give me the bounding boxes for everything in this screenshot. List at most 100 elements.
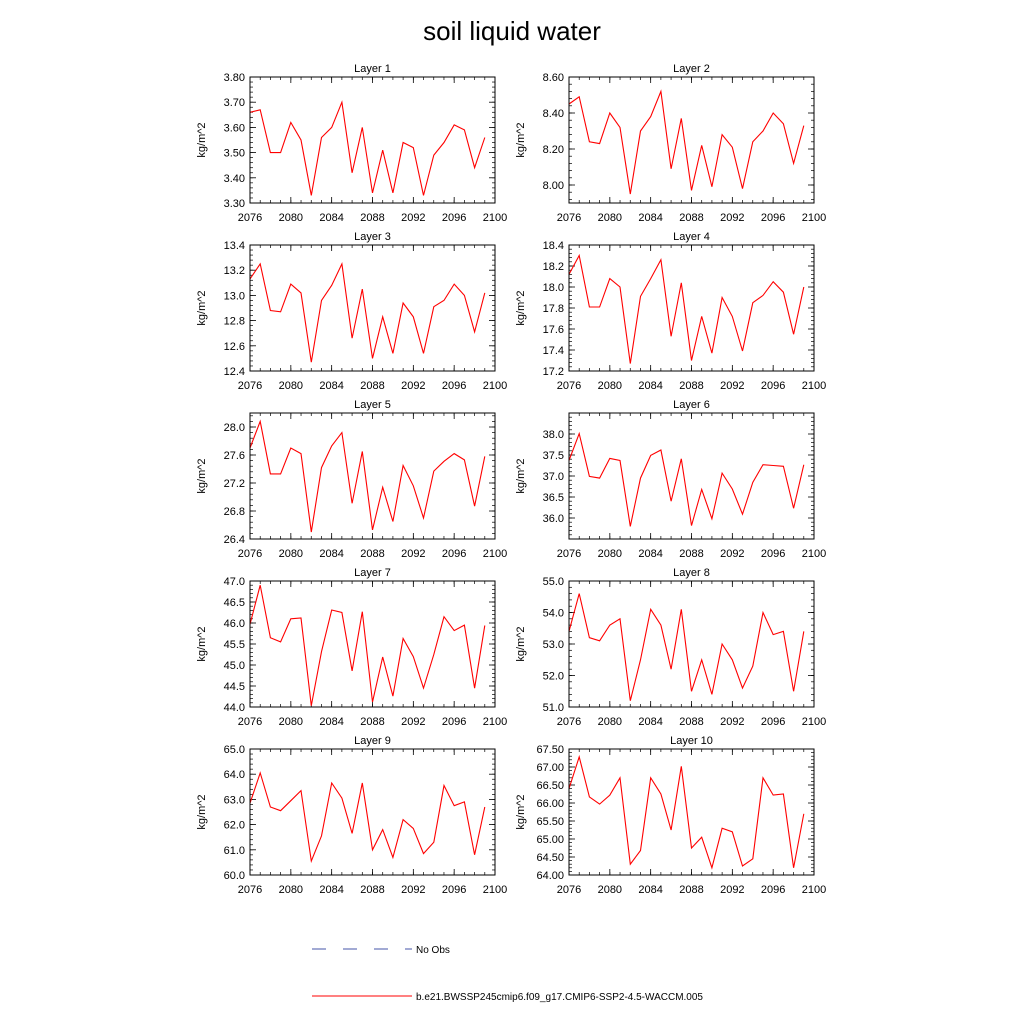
series-line (249, 262, 486, 363)
x-tick-label: 2100 (802, 380, 826, 392)
series-line (249, 771, 486, 864)
panels: Layer 1 kg/m^2 2076 2080 2084 2088 2092 2096 210… (196, 63, 826, 896)
y-tick-label: 18.4 (543, 240, 564, 252)
plot-frame (249, 244, 496, 372)
panel-layer-2: Layer 2 kg/m^2 2076 2080 2084 2088 2092 2096 210… (515, 63, 826, 224)
y-tick-label: 26.4 (224, 534, 245, 546)
y-tick-label: 3.30 (224, 198, 245, 210)
y-tick-label: 12.6 (224, 341, 245, 353)
y-tick-label: 28.0 (224, 422, 245, 434)
y-tick-label: 65.50 (536, 816, 564, 828)
x-tick-label: 2080 (279, 716, 303, 728)
plot-frame (568, 580, 815, 708)
x-tick-label: 2084 (638, 212, 662, 224)
panel-layer-8: Layer 8 kg/m^2 2076 2080 2084 2088 2092 2096 210… (515, 567, 826, 728)
x-tick-label: 2100 (483, 716, 507, 728)
panel-layer-7: Layer 7 kg/m^2 2076 2080 2084 2088 2092 2096 210… (196, 567, 507, 728)
y-tick-label: 3.70 (224, 97, 245, 109)
y-tick-label: 27.6 (224, 450, 245, 462)
x-tick-label: 2088 (679, 548, 703, 560)
panel-title: Layer 5 (354, 399, 391, 411)
x-tick-label: 2076 (238, 380, 262, 392)
x-tick-label: 2096 (761, 884, 785, 896)
y-tick-label: 60.0 (224, 870, 245, 882)
x-tick-label: 2076 (557, 380, 581, 392)
series-line (568, 593, 805, 701)
x-tick-label: 2100 (483, 548, 507, 560)
y-tick-label: 64.00 (536, 870, 564, 882)
x-tick-label: 2076 (557, 212, 581, 224)
y-axis-label: kg/m^2 (515, 626, 527, 661)
plot-frame (249, 412, 496, 540)
series-line (568, 89, 805, 195)
y-tick-label: 45.5 (224, 639, 245, 651)
x-tick-label: 2084 (319, 212, 343, 224)
y-tick-label: 47.0 (224, 576, 245, 588)
y-tick-label: 3.60 (224, 122, 245, 134)
y-tick-label: 13.4 (224, 240, 245, 252)
y-tick-label: 55.0 (543, 576, 564, 588)
plot-frame (249, 748, 496, 876)
x-tick-label: 2096 (761, 380, 785, 392)
x-tick-label: 2096 (761, 212, 785, 224)
y-tick-label: 66.00 (536, 798, 564, 810)
x-tick-label: 2084 (319, 716, 343, 728)
x-tick-label: 2080 (279, 548, 303, 560)
x-tick-label: 2076 (238, 716, 262, 728)
series-line (249, 100, 486, 196)
x-tick-label: 2088 (360, 380, 384, 392)
panel-title: Layer 6 (673, 399, 710, 411)
x-tick-label: 2096 (442, 884, 466, 896)
y-tick-label: 51.0 (543, 702, 564, 714)
y-axis-label: kg/m^2 (196, 794, 208, 829)
x-tick-label: 2096 (442, 716, 466, 728)
x-tick-label: 2100 (802, 212, 826, 224)
panel-title: Layer 3 (354, 231, 391, 243)
x-tick-label: 2092 (401, 212, 425, 224)
series-line (568, 754, 805, 870)
x-tick-label: 2076 (238, 548, 262, 560)
y-tick-label: 17.4 (543, 345, 564, 357)
x-tick-label: 2080 (279, 884, 303, 896)
x-tick-label: 2080 (598, 716, 622, 728)
x-tick-label: 2076 (557, 884, 581, 896)
x-tick-label: 2080 (598, 212, 622, 224)
y-tick-label: 53.0 (543, 639, 564, 651)
y-tick-label: 44.5 (224, 681, 245, 693)
y-tick-label: 45.0 (224, 660, 245, 672)
x-tick-label: 2080 (279, 380, 303, 392)
y-tick-label: 12.4 (224, 366, 245, 378)
y-tick-label: 8.00 (543, 180, 564, 192)
y-axis-label: kg/m^2 (196, 122, 208, 157)
y-tick-label: 36.5 (543, 492, 564, 504)
x-tick-label: 2080 (598, 884, 622, 896)
y-tick-label: 61.0 (224, 845, 245, 857)
y-tick-label: 64.0 (224, 769, 245, 781)
plot-frame (568, 76, 815, 204)
y-tick-label: 37.5 (543, 450, 564, 462)
y-tick-label: 37.0 (543, 471, 564, 483)
x-tick-label: 2084 (638, 884, 662, 896)
x-tick-label: 2092 (401, 716, 425, 728)
y-axis-label: kg/m^2 (515, 122, 527, 157)
x-tick-label: 2088 (360, 212, 384, 224)
x-tick-label: 2084 (638, 548, 662, 560)
y-axis-label: kg/m^2 (196, 290, 208, 325)
panel-layer-5: Layer 5 kg/m^2 2076 2080 2084 2088 2092 2096 210… (196, 399, 507, 560)
x-tick-label: 2088 (360, 884, 384, 896)
plot-frame (249, 580, 496, 708)
y-tick-label: 3.40 (224, 173, 245, 185)
x-tick-label: 2076 (557, 716, 581, 728)
plot-frame (568, 412, 815, 540)
y-tick-label: 64.50 (536, 852, 564, 864)
x-tick-label: 2100 (483, 380, 507, 392)
x-tick-label: 2088 (679, 884, 703, 896)
x-tick-label: 2088 (679, 380, 703, 392)
y-tick-label: 65.00 (536, 834, 564, 846)
x-tick-label: 2080 (598, 548, 622, 560)
plot-frame (568, 748, 815, 876)
x-tick-label: 2100 (483, 212, 507, 224)
y-tick-label: 3.80 (224, 72, 245, 84)
plot-frame (568, 244, 815, 372)
